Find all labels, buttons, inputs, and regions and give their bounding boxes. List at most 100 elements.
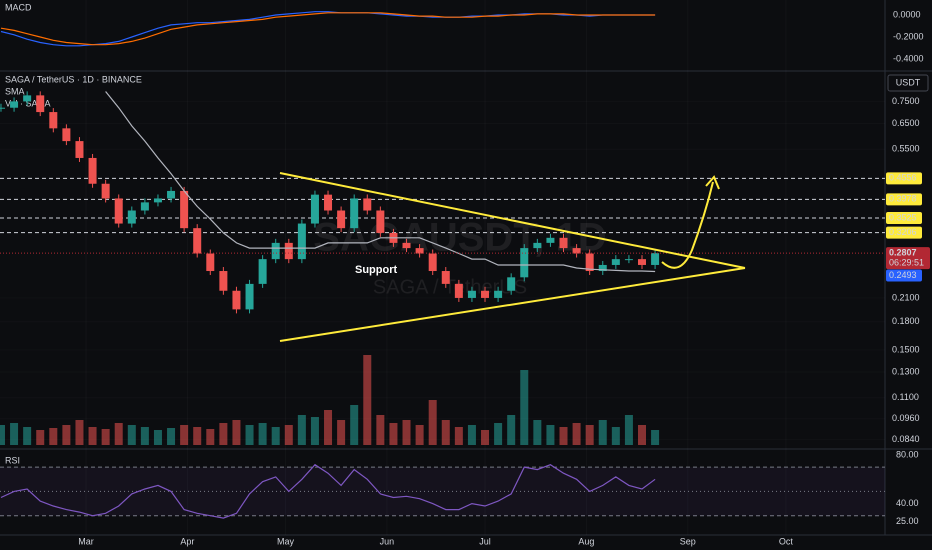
- annotation: Support: [355, 264, 397, 276]
- pane-title: SAGA / TetherUS · 1D · BINANCE: [5, 74, 142, 84]
- volume-bar: [350, 405, 359, 445]
- level-box: [886, 193, 922, 206]
- x-tick-label: Oct: [779, 536, 794, 546]
- countdown: 06:29:51: [889, 258, 924, 268]
- volume-bar: [624, 415, 633, 445]
- level-box: [886, 226, 922, 239]
- volume-bar: [10, 423, 19, 445]
- y-tick-label: 0.7500: [892, 96, 920, 106]
- volume-bar: [441, 420, 450, 445]
- pane-title: MACD: [5, 2, 32, 12]
- y-tick-label: 0.1100: [892, 392, 919, 402]
- candle-body: [520, 248, 529, 278]
- volume-bar: [219, 423, 228, 445]
- candle-body: [572, 248, 581, 254]
- volume-bar: [428, 400, 437, 445]
- level-label: 0.3525: [889, 212, 917, 222]
- volume-bar: [585, 425, 594, 445]
- candle-body: [180, 190, 189, 229]
- volume-bar: [180, 425, 189, 445]
- volume-bar: [127, 425, 136, 445]
- volume-bar: [114, 423, 123, 445]
- candle-body: [585, 253, 594, 272]
- candle-body: [454, 283, 463, 298]
- sma-label: 0.2493: [889, 270, 917, 280]
- sma-line: [105, 91, 656, 273]
- candle-body: [23, 95, 32, 102]
- volume-bar: [507, 415, 516, 445]
- volume-bar: [415, 425, 424, 445]
- x-tick-label: Apr: [180, 536, 194, 546]
- level-box: [886, 172, 922, 185]
- volume-bar: [193, 427, 202, 445]
- x-tick-label: Aug: [578, 536, 594, 546]
- volume-bar: [88, 427, 97, 445]
- volume-bar: [598, 420, 607, 445]
- volume-bar: [232, 420, 241, 445]
- candle-body: [415, 248, 424, 254]
- volume-bar: [0, 425, 5, 445]
- candle-body: [258, 259, 267, 284]
- trendline: [279, 172, 746, 269]
- candle-body: [428, 253, 437, 272]
- level-label: 0.3978: [889, 194, 917, 204]
- y-tick-label: 0.2100: [892, 292, 920, 302]
- candle-body: [350, 198, 359, 229]
- candle-body: [0, 107, 5, 109]
- candle-body: [36, 95, 45, 113]
- candle-body: [88, 157, 97, 184]
- volume-bar: [258, 423, 267, 445]
- y-tick-label: 80.00: [896, 449, 919, 459]
- rsi-line: [0, 463, 656, 519]
- candle-body: [363, 198, 372, 211]
- volume-bar: [23, 427, 32, 445]
- volume-bar: [533, 420, 542, 445]
- volume-bar: [271, 427, 280, 445]
- y-tick-label: 0.0840: [892, 434, 920, 444]
- candle-body: [193, 228, 202, 254]
- candle-body: [611, 259, 620, 265]
- y-tick-label: 0.1800: [892, 316, 920, 326]
- volume-bar: [310, 417, 319, 445]
- volume-bar: [389, 423, 398, 445]
- candle-body: [559, 237, 568, 249]
- candle-body: [324, 194, 333, 211]
- y-tick-label: 0.0000: [893, 9, 921, 19]
- volume-bar: [494, 423, 503, 445]
- volume-bar: [337, 420, 346, 445]
- currency: USDT: [896, 77, 921, 87]
- level-label: 0.3206: [889, 227, 917, 237]
- candle-body: [441, 271, 450, 284]
- volume-bar: [572, 423, 581, 445]
- volume-bar: [638, 425, 647, 445]
- candle-body: [598, 264, 607, 272]
- candle-body: [507, 277, 516, 291]
- candle-body: [467, 290, 476, 298]
- candle-body: [402, 242, 411, 249]
- candle-body: [62, 128, 71, 142]
- macd-line: [0, 12, 656, 46]
- trendline: [279, 267, 746, 342]
- candle-body: [297, 223, 306, 260]
- volume-bar: [62, 425, 71, 445]
- last-price-box: [886, 247, 930, 270]
- level-box: [886, 211, 922, 224]
- volume-bar: [481, 430, 490, 445]
- volume-bar: [36, 430, 45, 445]
- candle-body: [271, 242, 280, 260]
- y-tick-label: -0.2000: [893, 31, 924, 41]
- candle-body: [75, 141, 84, 158]
- x-tick-label: Jul: [479, 536, 491, 546]
- y-tick-label: 25.00: [896, 516, 919, 526]
- candle-body: [624, 259, 633, 261]
- volume-bar: [284, 425, 293, 445]
- candle-body: [651, 253, 660, 265]
- volume-bar: [206, 429, 215, 445]
- candle-body: [140, 202, 149, 211]
- candle-body: [206, 253, 215, 272]
- watermark: SAGA / TetherUS: [373, 276, 527, 298]
- volume-bar: [559, 427, 568, 445]
- currency-box[interactable]: [887, 74, 929, 92]
- candle-body: [167, 190, 176, 199]
